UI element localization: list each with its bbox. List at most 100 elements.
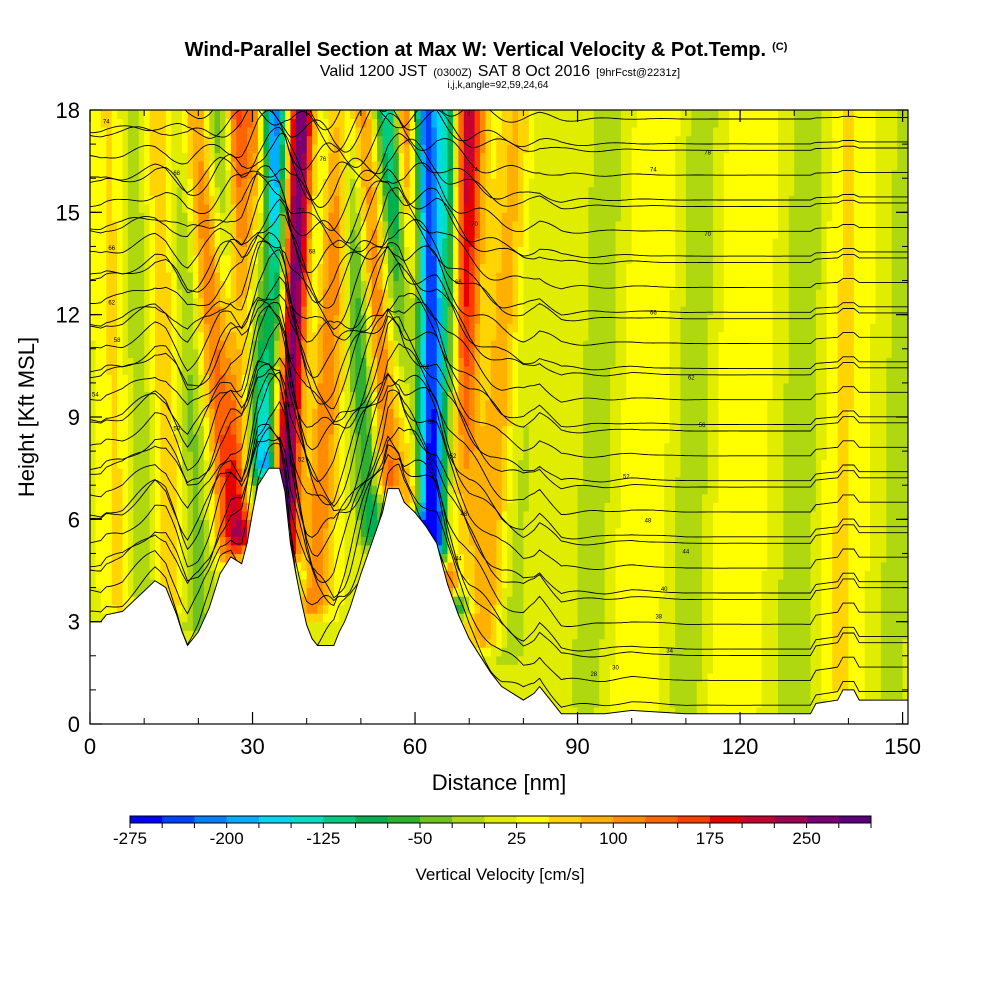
field-cell — [534, 195, 541, 205]
field-cell — [263, 417, 270, 427]
field-cell — [209, 468, 216, 478]
field-cell — [485, 340, 492, 350]
field-cell — [198, 272, 205, 282]
field-cell — [182, 587, 189, 597]
field-cell — [442, 331, 449, 341]
field-cell — [209, 553, 216, 563]
field-cell — [149, 502, 156, 512]
field-cell — [236, 510, 243, 520]
field-cell — [474, 544, 481, 554]
field-cell — [350, 272, 356, 282]
field-cell — [290, 272, 297, 282]
field-cell — [425, 212, 432, 222]
field-cell — [518, 647, 524, 657]
field-cell — [214, 127, 221, 137]
field-cell — [360, 144, 367, 154]
field-cell — [209, 246, 216, 256]
field-cell — [138, 502, 145, 512]
field-cell — [95, 348, 102, 358]
field-cell — [398, 451, 405, 461]
field-cell — [377, 118, 384, 128]
field-cell — [171, 544, 178, 554]
field-cell — [295, 280, 302, 290]
field-cell — [192, 434, 199, 444]
field-cell — [100, 476, 107, 486]
field-cell — [458, 203, 465, 213]
field-cell — [144, 519, 151, 529]
field-cell — [312, 348, 319, 358]
field-cell — [247, 382, 254, 392]
field-cell — [490, 638, 497, 648]
field-cell — [171, 186, 178, 196]
field-cell — [192, 203, 199, 213]
field-cell — [160, 186, 167, 196]
field-cell — [469, 110, 476, 120]
field-cell — [111, 587, 118, 597]
field-cell — [366, 365, 373, 375]
field-cell — [322, 613, 329, 623]
field-cell — [122, 297, 129, 307]
field-cell — [518, 203, 524, 213]
field-cell — [469, 553, 476, 563]
field-cell — [198, 127, 205, 137]
field-cell — [192, 544, 199, 554]
field-cell — [507, 178, 514, 188]
field-cell — [317, 263, 324, 273]
field-cell — [192, 263, 199, 273]
field-cell — [490, 289, 497, 299]
field-cell — [474, 621, 481, 631]
field-cell — [344, 255, 351, 265]
field-cell — [480, 314, 486, 324]
field-cell — [339, 476, 346, 486]
field-cell — [247, 152, 254, 162]
field-cell — [485, 544, 492, 554]
field-cell — [306, 459, 313, 469]
field-cell — [545, 220, 551, 230]
field-cell — [268, 399, 275, 409]
field-cell — [230, 135, 237, 145]
field-cell — [95, 459, 102, 469]
field-cell — [447, 502, 454, 512]
field-cell — [144, 544, 151, 554]
field-cell — [127, 110, 134, 120]
field-cell — [409, 374, 416, 384]
field-cell — [377, 237, 384, 247]
field-cell — [436, 272, 443, 282]
field-cell — [290, 152, 297, 162]
field-cell — [144, 408, 151, 418]
field-cell — [322, 118, 329, 128]
field-cell — [382, 229, 389, 239]
field-cell — [100, 314, 107, 324]
field-cell — [268, 135, 275, 145]
field-cell — [117, 382, 124, 392]
field-cell — [512, 655, 519, 665]
field-cell — [182, 613, 189, 623]
field-cell — [333, 118, 340, 128]
field-cell — [420, 340, 427, 350]
field-cell — [528, 220, 535, 230]
field-cell — [165, 161, 172, 171]
field-cell — [111, 408, 118, 418]
field-cell — [95, 297, 102, 307]
field-cell — [350, 331, 356, 341]
field-cell — [425, 135, 432, 145]
field-cell — [111, 152, 118, 162]
field-cell — [539, 263, 546, 273]
field-cell — [220, 365, 226, 375]
field-cell — [523, 510, 530, 520]
field-cell — [171, 272, 178, 282]
field-cell — [236, 178, 243, 188]
field-cell — [539, 391, 546, 401]
field-cell — [203, 161, 210, 171]
field-cell — [165, 442, 172, 452]
field-cell — [458, 417, 465, 427]
field-cell — [469, 459, 476, 469]
field-cell — [425, 237, 432, 247]
field-cell — [247, 144, 254, 154]
field-cell — [117, 348, 124, 358]
field-cell — [528, 186, 535, 196]
field-cell — [209, 169, 216, 179]
field-cell — [344, 425, 351, 435]
field-cell — [160, 237, 167, 247]
field-cell — [355, 212, 362, 222]
